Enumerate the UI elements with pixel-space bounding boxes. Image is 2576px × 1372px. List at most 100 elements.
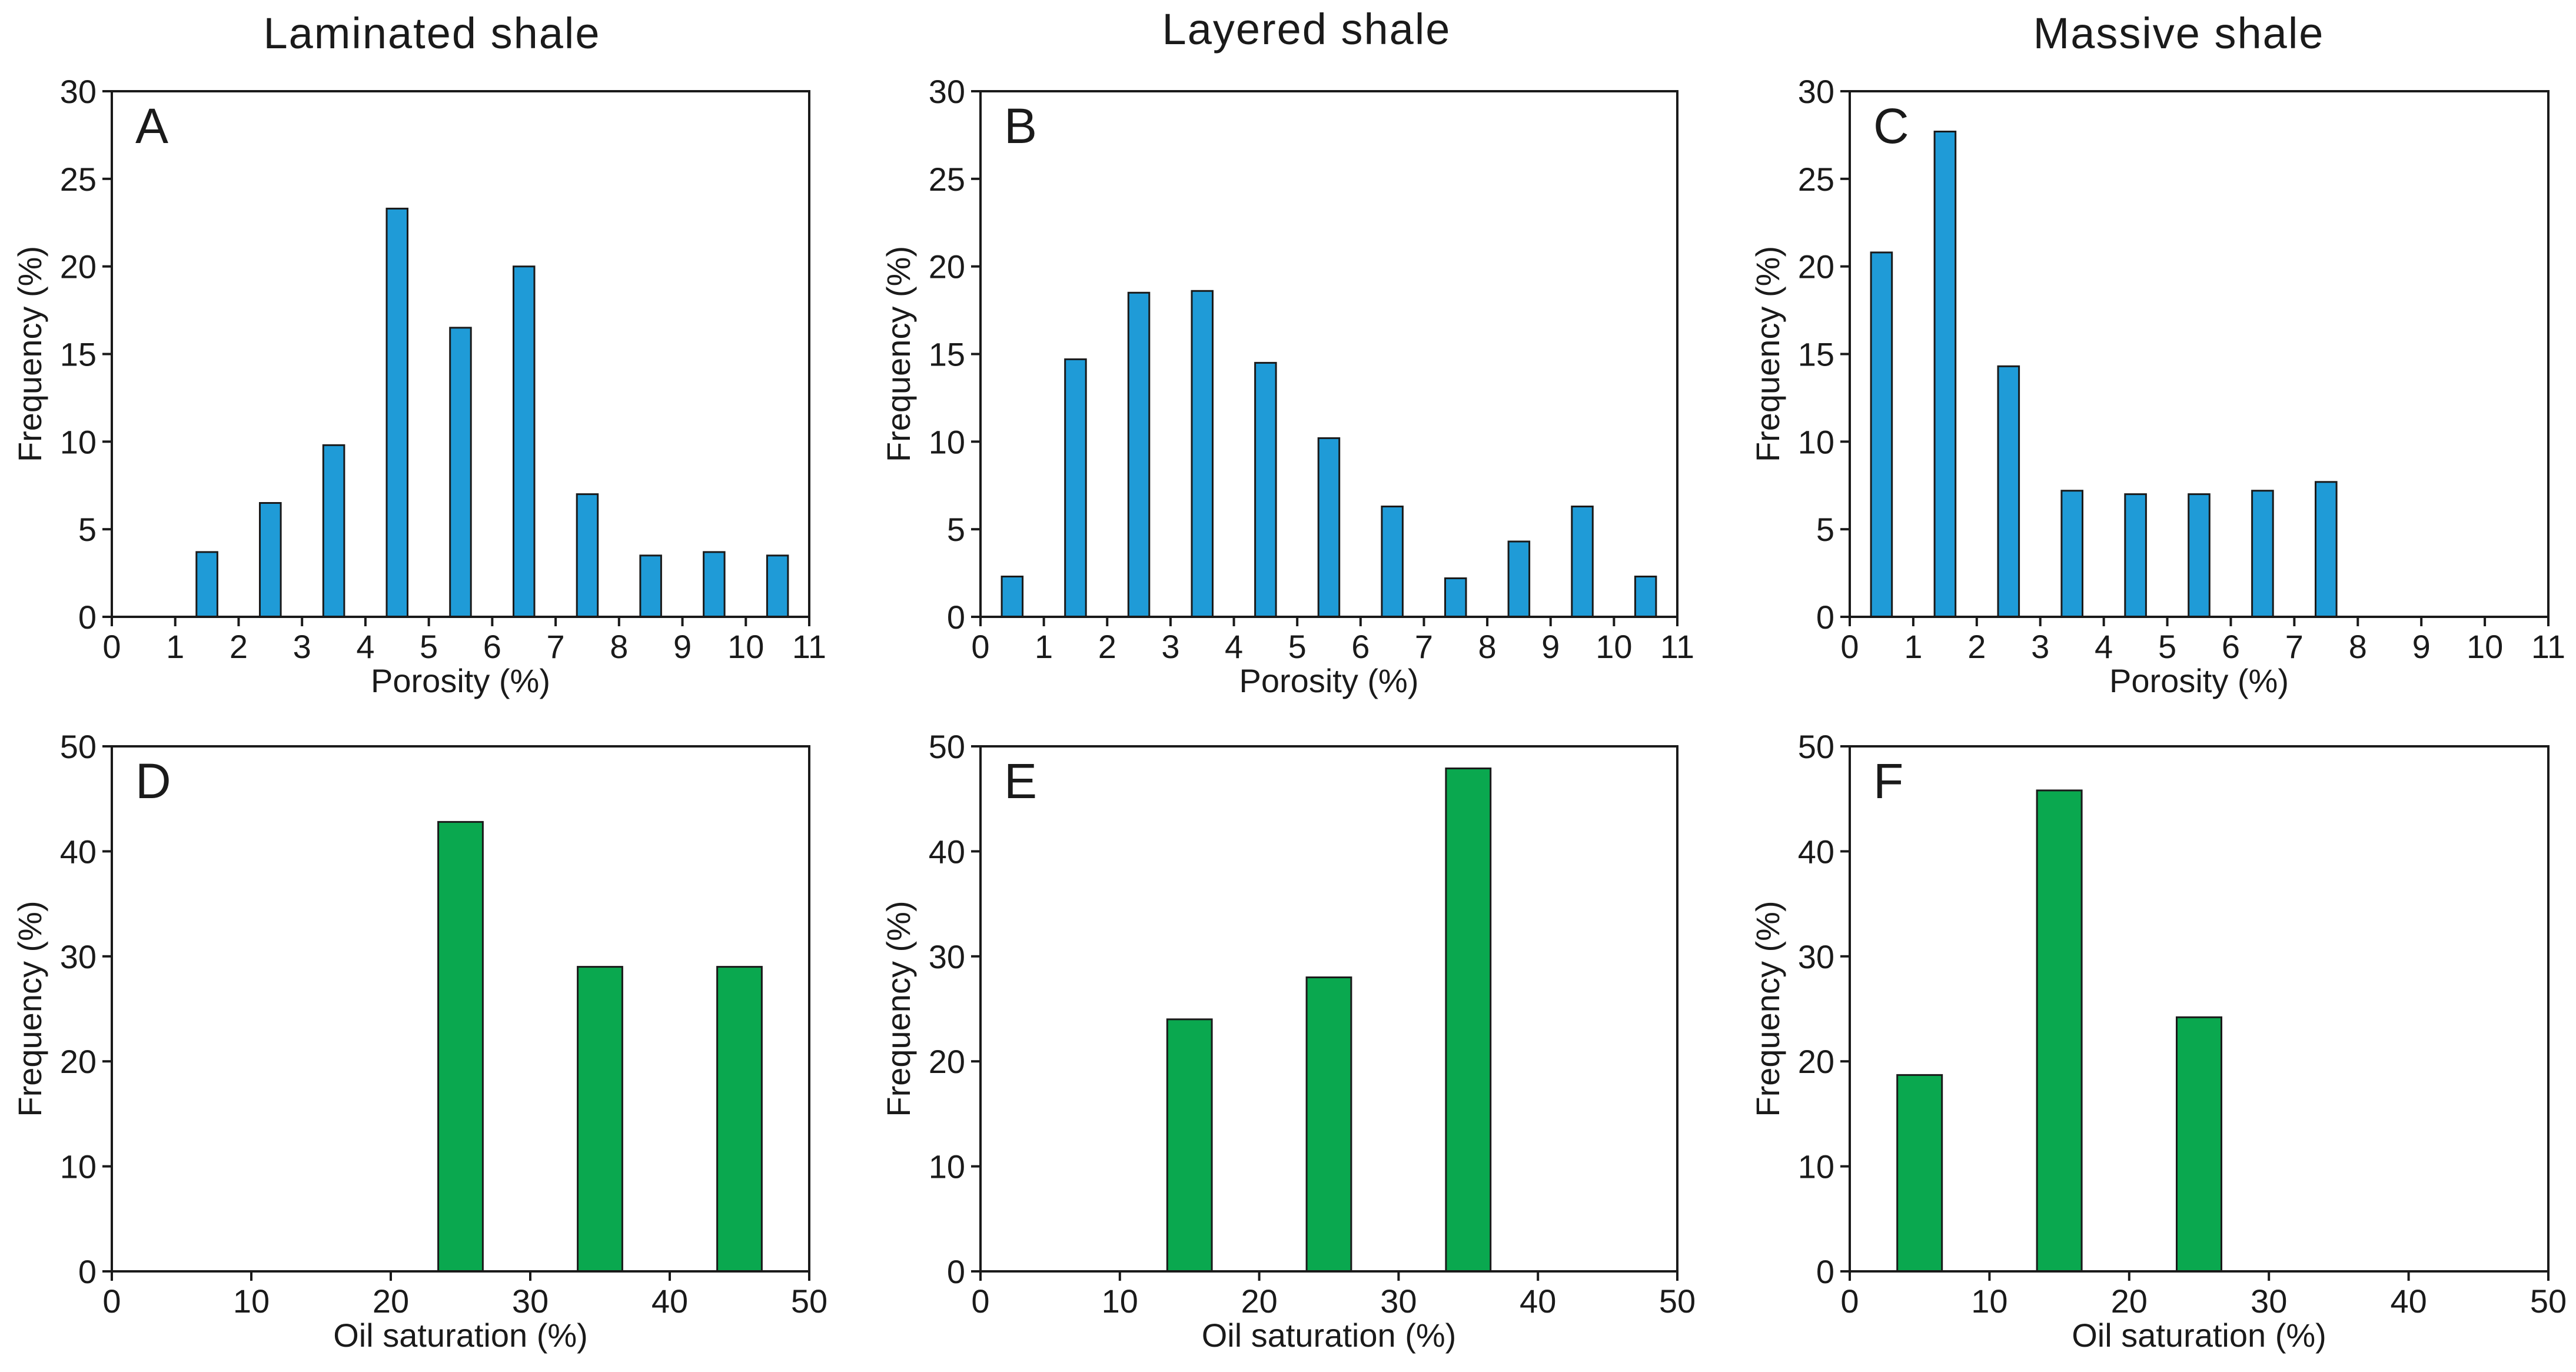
x-tick-label-b: 4 — [1225, 628, 1243, 665]
x-tick-label-d: 50 — [791, 1283, 827, 1320]
bar-f-2 — [2176, 1016, 2222, 1273]
y-tick-label-d: 10 — [60, 1148, 97, 1185]
bar-c-0 — [1870, 251, 1893, 618]
y-tick-label-c: 5 — [1816, 511, 1834, 548]
bar-b-8 — [1507, 540, 1531, 618]
y-tick-label-d: 20 — [60, 1043, 97, 1080]
x-tick-label-b: 10 — [1596, 628, 1632, 665]
y-tick-label-a: 30 — [60, 73, 97, 110]
bar-b-1 — [1064, 358, 1087, 618]
x-axis-label-b: Porosity (%) — [1239, 662, 1419, 699]
plot-frame-f — [1849, 745, 2550, 1273]
bar-d-0 — [437, 820, 484, 1273]
x-tick-label-c: 8 — [2349, 628, 2367, 665]
y-tick-label-b: 0 — [947, 599, 965, 636]
x-tick-label-b: 7 — [1415, 628, 1433, 665]
y-tick-label-e: 50 — [929, 728, 965, 765]
y-tick-label-e: 40 — [929, 833, 965, 870]
bar-c-2 — [1997, 365, 2020, 618]
bar-c-4 — [2124, 493, 2147, 618]
y-tick-label-f: 30 — [1798, 938, 1834, 975]
y-tick-label-e: 10 — [929, 1148, 965, 1185]
bar-d-1 — [577, 966, 623, 1273]
y-tick-label-c: 25 — [1798, 161, 1834, 198]
x-tick-label-a: 0 — [102, 628, 121, 665]
x-tick-label-a: 10 — [727, 628, 764, 665]
x-tick-label-d: 30 — [512, 1283, 549, 1320]
x-tick-label-c: 3 — [2031, 628, 2049, 665]
x-tick-label-b: 6 — [1351, 628, 1370, 665]
bar-e-0 — [1166, 1018, 1213, 1273]
x-tick-label-c: 4 — [2095, 628, 2113, 665]
x-tick-label-f: 30 — [2251, 1283, 2287, 1320]
bar-a-5 — [513, 265, 536, 618]
x-tick-label-e: 0 — [971, 1283, 989, 1320]
bar-c-5 — [2188, 493, 2211, 618]
y-tick-label-b: 5 — [947, 511, 965, 548]
panel-a: 0 1 2 3 4 5 6 7 8 9 10 11 0 5 10 15 20 25 30 Porosity (%) Fr… — [11, 73, 826, 699]
bar-a-4 — [449, 327, 472, 618]
x-tick-label-c: 11 — [2531, 628, 2565, 665]
x-tick-label-c: 1 — [1904, 628, 1922, 665]
y-tick-label-e: 30 — [929, 938, 965, 975]
bar-b-6 — [1381, 506, 1404, 618]
x-tick-label-a: 5 — [420, 628, 438, 665]
y-tick-label-f: 20 — [1798, 1043, 1834, 1080]
y-tick-label-b: 15 — [929, 336, 965, 373]
x-tick-label-e: 40 — [1520, 1283, 1556, 1320]
panel-letter-f: F — [1873, 753, 1903, 809]
bar-b-7 — [1444, 577, 1467, 618]
bar-b-4 — [1254, 361, 1277, 618]
x-axis-label-f: Oil saturation (%) — [2072, 1317, 2326, 1354]
y-tick-label-a: 10 — [60, 423, 97, 460]
bar-a-9 — [766, 554, 789, 618]
bar-c-1 — [1933, 131, 1957, 618]
x-tick-label-a: 4 — [356, 628, 374, 665]
bar-f-1 — [2036, 789, 2083, 1273]
x-axis-label-e: Oil saturation (%) — [1202, 1317, 1457, 1354]
x-tick-label-b: 2 — [1098, 628, 1116, 665]
x-tick-label-b: 3 — [1161, 628, 1179, 665]
x-tick-label-c: 6 — [2222, 628, 2240, 665]
x-tick-label-b: 0 — [971, 628, 989, 665]
y-tick-label-a: 20 — [60, 248, 97, 285]
bar-b-2 — [1127, 291, 1151, 618]
y-tick-label-c: 0 — [1816, 599, 1834, 636]
x-tick-label-b: 5 — [1288, 628, 1307, 665]
x-tick-label-b: 9 — [1541, 628, 1560, 665]
y-tick-label-b: 25 — [929, 161, 965, 198]
y-axis-label-d: Frequency (%) — [11, 901, 48, 1117]
bar-a-3 — [385, 207, 408, 618]
y-tick-label-b: 30 — [929, 73, 965, 110]
x-tick-label-d: 0 — [102, 1283, 121, 1320]
x-tick-label-c: 10 — [2467, 628, 2503, 665]
bar-b-9 — [1571, 506, 1594, 618]
bar-a-2 — [322, 444, 345, 618]
x-tick-label-c: 2 — [1967, 628, 1986, 665]
column-title-laminated: Laminated shale — [263, 9, 600, 58]
panel-letter-b: B — [1004, 98, 1037, 154]
y-tick-label-d: 30 — [60, 938, 97, 975]
bar-f-0 — [1896, 1074, 1943, 1273]
panel-letter-a: A — [135, 98, 168, 154]
y-tick-label-f: 10 — [1798, 1148, 1834, 1185]
x-axis-label-c: Porosity (%) — [2109, 662, 2289, 699]
bar-d-2 — [716, 966, 763, 1273]
x-tick-label-d: 40 — [652, 1283, 688, 1320]
y-tick-label-f: 50 — [1798, 728, 1834, 765]
y-tick-label-c: 20 — [1798, 248, 1834, 285]
y-tick-label-c: 15 — [1798, 336, 1834, 373]
y-tick-label-a: 25 — [60, 161, 97, 198]
y-axis-label-b: Frequency (%) — [880, 246, 917, 462]
bar-b-10 — [1634, 576, 1657, 618]
x-tick-label-c: 7 — [2285, 628, 2304, 665]
panel-f: 0 10 20 30 40 50 0 10 20 30 40 50 Oil saturation (%)… — [1749, 728, 2567, 1354]
x-tick-label-f: 50 — [2530, 1283, 2567, 1320]
y-tick-label-a: 0 — [78, 599, 97, 636]
x-tick-label-e: 20 — [1241, 1283, 1277, 1320]
bar-a-7 — [639, 554, 662, 618]
x-tick-label-e: 30 — [1380, 1283, 1417, 1320]
y-tick-label-d: 50 — [60, 728, 97, 765]
y-tick-label-b: 20 — [929, 248, 965, 285]
bar-a-1 — [259, 502, 282, 618]
